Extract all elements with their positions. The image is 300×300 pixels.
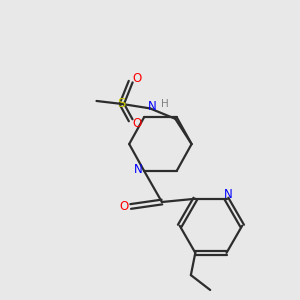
- Text: O: O: [119, 200, 129, 213]
- Text: N: N: [134, 163, 143, 176]
- Text: O: O: [132, 72, 141, 85]
- Text: H: H: [161, 99, 169, 109]
- Text: N: N: [148, 100, 157, 113]
- Text: N: N: [224, 188, 232, 201]
- Text: S: S: [118, 98, 126, 110]
- Text: O: O: [132, 117, 141, 130]
